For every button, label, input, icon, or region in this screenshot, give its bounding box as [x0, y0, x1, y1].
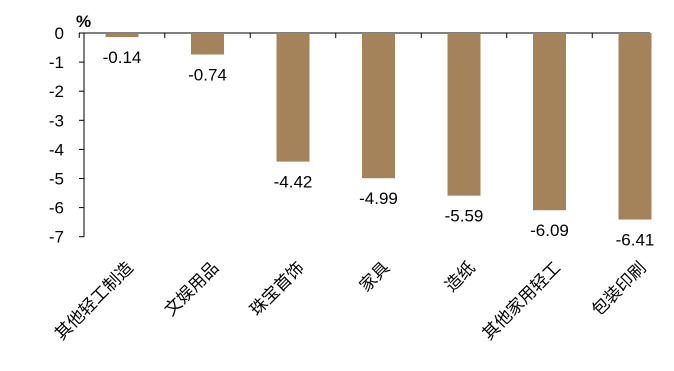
category-label: 包装印刷	[588, 258, 650, 320]
data-labels: -0.14 -0.74 -4.42 -4.99 -5.59 -6.09 -6.41	[103, 48, 655, 249]
category-label: 家具	[356, 258, 394, 296]
y-tick-label: -1	[49, 53, 64, 72]
data-label: -6.41	[616, 231, 655, 250]
y-tick-label: -5	[49, 170, 64, 189]
data-label: -6.09	[530, 221, 569, 240]
data-label: -5.59	[445, 207, 484, 226]
category-labels: 其他轻工制造 文娱用品 珠宝首饰 家具 造纸 其他家用轻工 包装印刷	[51, 258, 650, 344]
bar	[276, 33, 310, 162]
bar	[618, 33, 652, 220]
bar	[191, 33, 224, 55]
data-label: -4.99	[359, 189, 398, 208]
y-tick-label: -6	[49, 199, 64, 218]
y-tick-label: -7	[49, 228, 64, 247]
bar	[533, 33, 566, 211]
category-label: 文娱用品	[161, 258, 223, 320]
y-tick-label: -2	[49, 82, 64, 101]
y-unit-label: %	[76, 12, 91, 31]
bar	[105, 33, 139, 38]
data-label: -4.42	[274, 173, 313, 192]
y-tick-label: -3	[49, 111, 64, 130]
y-tick-labels: 0 -1 -2 -3 -4 -5 -6 -7	[49, 24, 64, 247]
data-label: -0.74	[188, 66, 227, 85]
category-label: 珠宝首饰	[246, 258, 308, 320]
category-label: 其他家用轻工	[479, 258, 565, 344]
bar	[447, 33, 481, 196]
bar	[362, 33, 395, 179]
category-label: 其他轻工制造	[51, 258, 137, 344]
bars	[105, 33, 652, 220]
category-label: 造纸	[441, 258, 479, 296]
data-label: -0.14	[103, 48, 142, 67]
y-tick-label: 0	[55, 24, 64, 43]
y-tick-label: -4	[49, 140, 64, 159]
